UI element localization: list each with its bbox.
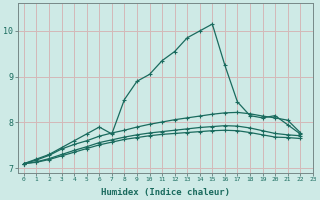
- X-axis label: Humidex (Indice chaleur): Humidex (Indice chaleur): [101, 188, 230, 197]
